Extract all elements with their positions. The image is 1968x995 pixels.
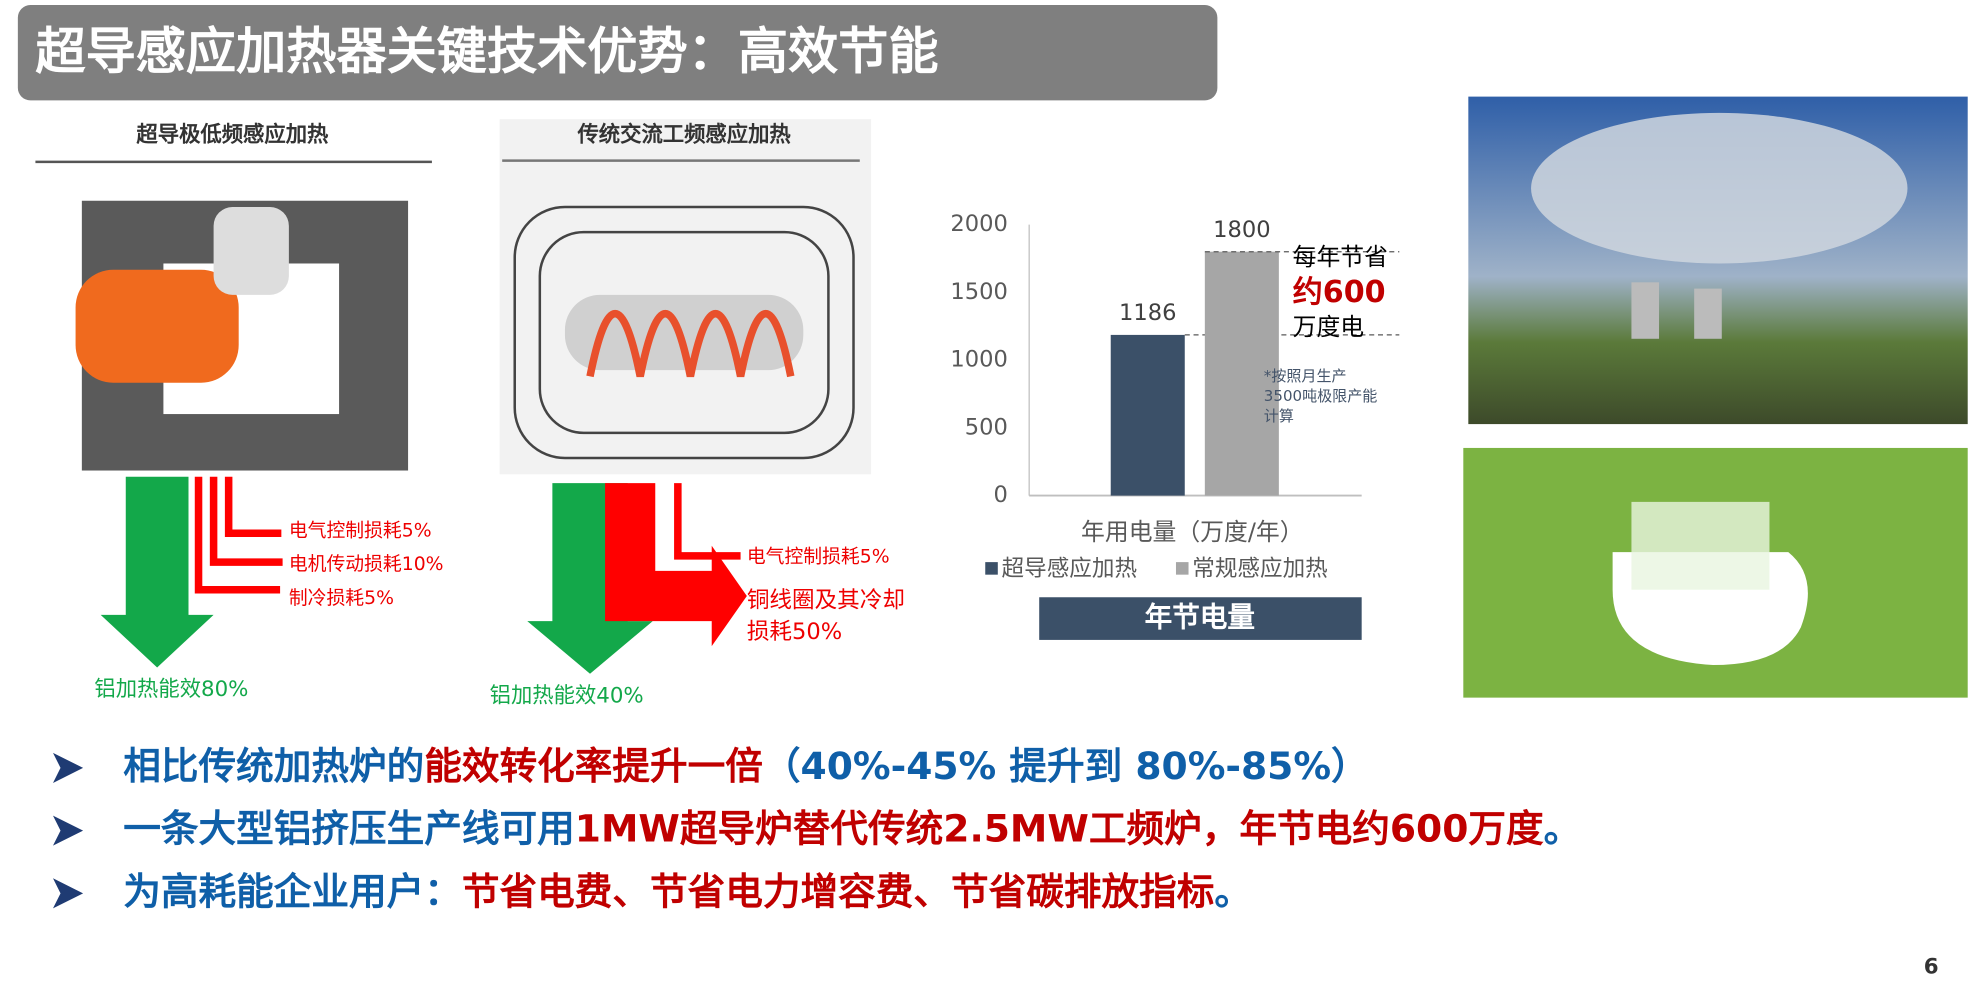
bullet-segment: 1MW超导炉替代传统2.5MW工频炉，年节电约600万度 [575,806,1544,850]
loss-label: 铜线圈及其冷却 [747,588,905,614]
banner-text: 年节电量 [1145,601,1255,634]
y-tick-label: 1500 [950,279,1007,305]
bullet-arrow [52,815,84,846]
field-lines [513,205,855,460]
annotation: 每年节省 [1293,243,1388,271]
bullet-segment: （40%-45% 提升到 80%-85%） [763,743,1369,787]
loss-label: 电机传动损耗10% [289,553,444,575]
bar [1110,334,1185,496]
banner [1039,597,1362,640]
bar [1204,251,1279,496]
note: 3500吨极限产能 [1264,387,1378,405]
bullet-segment: 为高耗能企业用户： [123,869,462,913]
annotation: 万度电 [1293,313,1364,341]
legend-label: 超导感应加热 [1002,556,1137,582]
y-tick-label: 1000 [950,347,1007,373]
title: 超导感应加热器关键技术优势：高效节能 [35,22,938,81]
arrow-green [100,476,214,668]
diagram-title: 传统交流工频感应加热 [576,122,791,148]
title-bar [17,5,1218,101]
bullet-segment: 节省电费、节省电力增容费、节省碳排放指标 [462,869,1215,913]
city [1631,501,1770,590]
bullet-segment: 能效转化率提升一倍 [424,743,763,787]
note: *按照月生产 [1264,367,1347,385]
arrow-red [194,476,283,594]
bullet-arrow [52,752,84,783]
bullet-text: 一条大型铝挤压生产线可用1MW超导炉替代传统2.5MW工频炉，年节电约600万度… [123,806,1581,850]
smoke [1531,112,1908,264]
coil [75,269,239,383]
y-tick-label: 2000 [950,211,1007,237]
page-number: 6 [1924,954,1939,979]
loss-label: 制冷损耗5% [289,587,394,609]
bullet-text: 相比传统加热炉的能效转化率提升一倍（40%-45% 提升到 80%-85%） [123,743,1368,787]
efficiency-label: 铝加热能效40% [490,683,644,708]
legend-swatch [1175,562,1189,575]
loss-label: 电气控制损耗5% [289,519,432,541]
annotation: 约600 [1293,275,1386,310]
legend-swatch [985,562,998,575]
value-label: 1186 [1119,300,1176,326]
arrow-red [674,483,741,560]
bullet-segment: 。 [1214,869,1252,913]
value-label: 1800 [1213,217,1270,243]
y-tick-label: 500 [965,414,1008,440]
bullet-segment: 相比传统加热炉的 [123,743,424,787]
field-lines [538,230,830,435]
coil [586,309,795,378]
x-axis-label: 年用电量（万度/年） [1081,518,1303,546]
bullet-arrow [52,878,84,909]
y-tick-label: 0 [993,482,1007,508]
note: 计算 [1264,407,1294,425]
tube [213,207,289,295]
tower [1631,282,1660,339]
bullet-segment: 一条大型铝挤压生产线可用 [123,806,575,850]
bullet-text: 为高耗能企业用户：节省电费、节省电力增容费、节省碳排放指标。 [123,869,1252,913]
tower [1694,288,1722,339]
loss-label: 电气控制损耗5% [747,546,890,568]
diagram-title: 超导极低频感应加热 [136,122,329,148]
efficiency-label: 铝加热能效80% [94,677,248,702]
loss-label: 损耗50% [747,619,842,645]
arrow-red [605,483,747,647]
legend-label: 常规感应加热 [1192,556,1327,582]
bullet-segment: 。 [1544,806,1582,850]
